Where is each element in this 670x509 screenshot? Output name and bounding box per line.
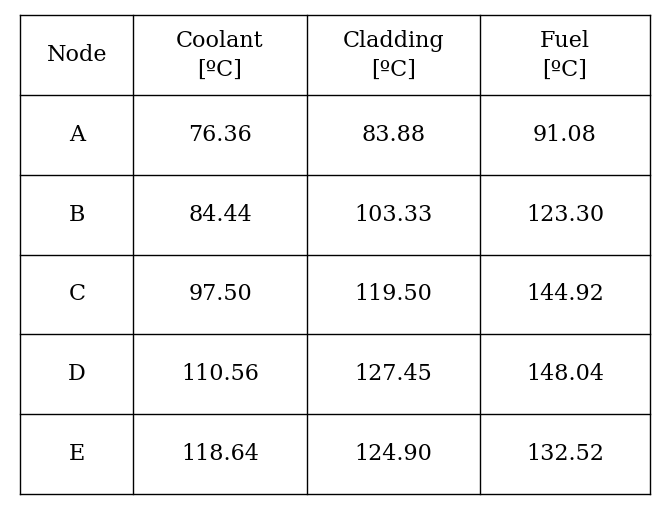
Text: 84.44: 84.44	[188, 204, 252, 225]
Text: Coolant
[ºC]: Coolant [ºC]	[176, 30, 264, 80]
Text: 118.64: 118.64	[181, 443, 259, 465]
Text: C: C	[68, 284, 85, 305]
Text: 76.36: 76.36	[188, 124, 252, 146]
Text: 119.50: 119.50	[354, 284, 432, 305]
Text: 123.30: 123.30	[526, 204, 604, 225]
Text: D: D	[68, 363, 86, 385]
Text: Cladding
[ºC]: Cladding [ºC]	[342, 30, 444, 80]
Text: 103.33: 103.33	[354, 204, 432, 225]
Text: 110.56: 110.56	[181, 363, 259, 385]
Text: 144.92: 144.92	[526, 284, 604, 305]
Text: 132.52: 132.52	[526, 443, 604, 465]
Text: 91.08: 91.08	[533, 124, 597, 146]
Text: 127.45: 127.45	[354, 363, 432, 385]
Text: 83.88: 83.88	[361, 124, 425, 146]
Text: 124.90: 124.90	[354, 443, 432, 465]
Text: A: A	[69, 124, 85, 146]
Text: B: B	[68, 204, 85, 225]
Text: 148.04: 148.04	[526, 363, 604, 385]
Text: E: E	[68, 443, 85, 465]
Text: Fuel
[ºC]: Fuel [ºC]	[540, 30, 590, 80]
Text: 97.50: 97.50	[188, 284, 252, 305]
Text: Node: Node	[46, 44, 107, 66]
